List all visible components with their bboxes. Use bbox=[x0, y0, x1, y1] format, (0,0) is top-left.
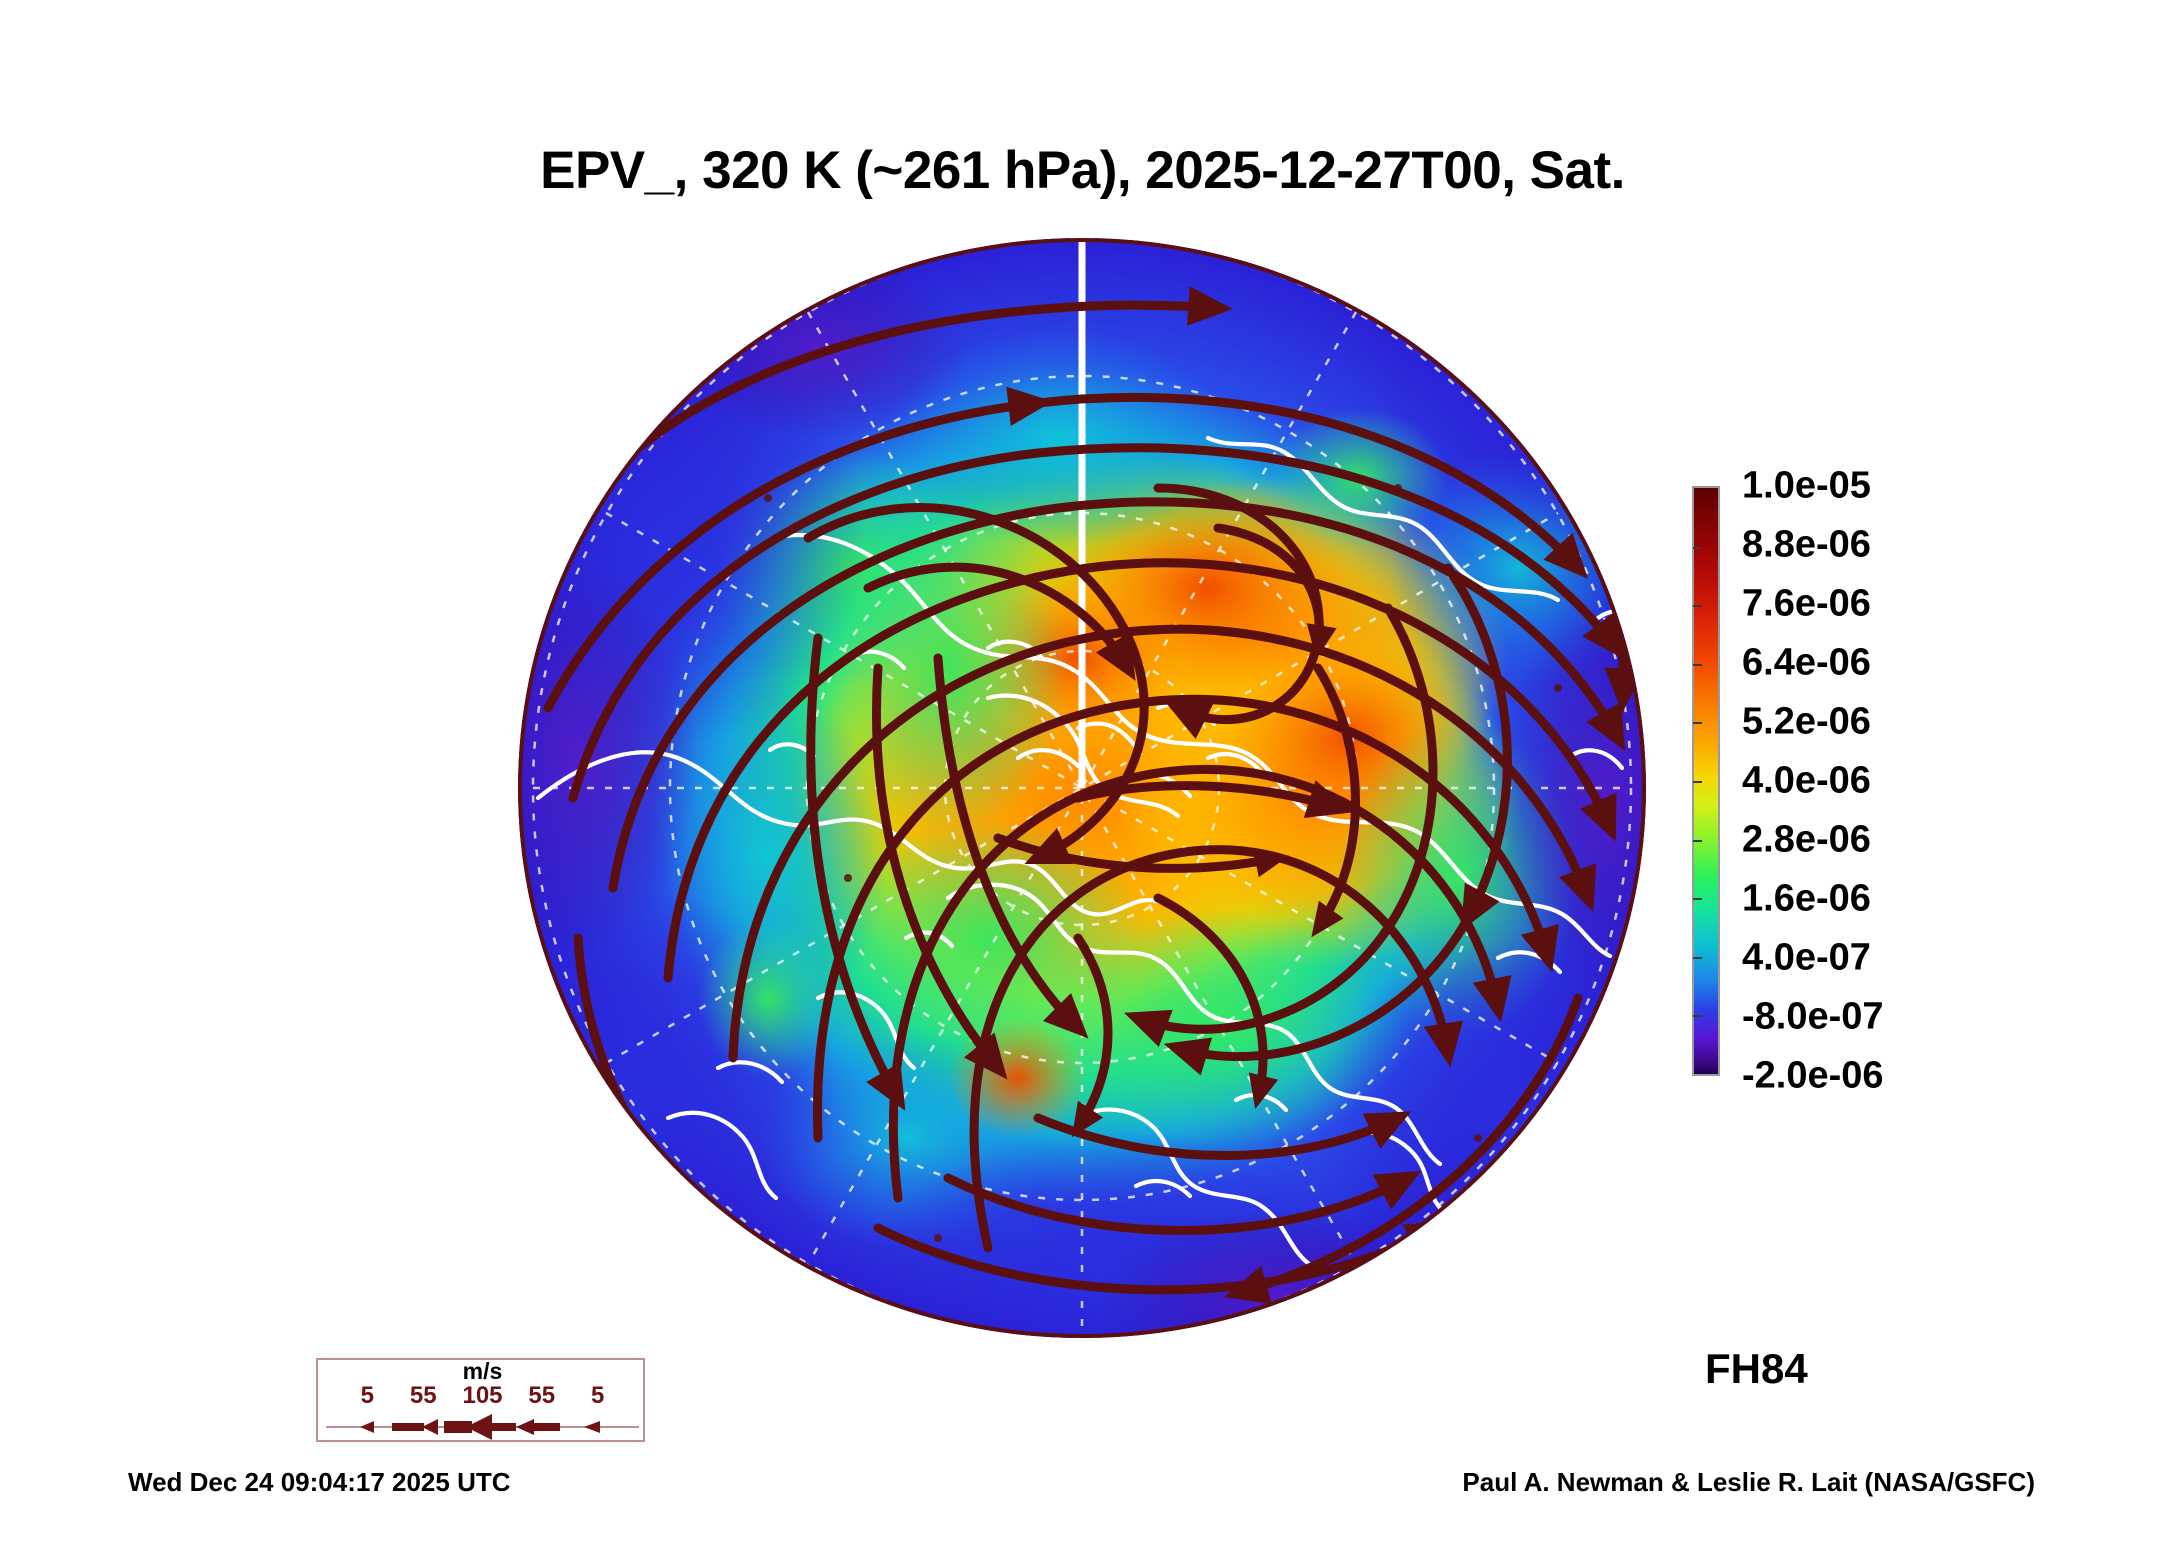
wind-legend-unit: m/s bbox=[462, 1358, 503, 1384]
colorbar-label: 1.0e-05 bbox=[1742, 464, 1871, 507]
globe-outline bbox=[518, 238, 1646, 1338]
wind-streamlines bbox=[543, 286, 1644, 1305]
generation-timestamp: Wed Dec 24 09:04:17 2025 UTC bbox=[128, 1467, 511, 1497]
colorbar-label: 4.0e-06 bbox=[1742, 759, 1871, 802]
colorbar-label: 7.6e-06 bbox=[1742, 582, 1871, 625]
colorbar-label: 1.6e-06 bbox=[1742, 877, 1871, 920]
wind-tick-label: 55 bbox=[409, 1382, 437, 1409]
globe-disc bbox=[518, 238, 1646, 1338]
page-title: EPV_, 320 K (~261 hPa), 2025-12-27T00, S… bbox=[540, 141, 1625, 200]
wind-arrow-scale-icon bbox=[326, 1414, 639, 1440]
colorbar-ticks bbox=[1693, 488, 1718, 1074]
wind-legend-arrows bbox=[326, 1412, 639, 1442]
polar-map bbox=[518, 238, 1646, 1338]
wind-legend-ticks: 5 55 105 55 5 bbox=[318, 1382, 647, 1410]
colorbar-labels: 1.0e-05 8.8e-06 7.6e-06 6.4e-06 5.2e-06 … bbox=[1742, 465, 1992, 1097]
wind-barb-marks bbox=[764, 484, 1562, 1242]
epv-field-svg bbox=[518, 238, 1646, 1338]
colorbar bbox=[1692, 486, 1720, 1076]
colorbar-label: -2.0e-06 bbox=[1742, 1054, 1884, 1097]
author-credit: Paul A. Newman & Leslie R. Lait (NASA/GS… bbox=[1462, 1467, 2035, 1497]
wind-tick-label: 105 bbox=[462, 1382, 503, 1409]
colorbar-label: 6.4e-06 bbox=[1742, 641, 1871, 684]
forecast-hour-label: FH84 bbox=[1705, 1345, 1808, 1392]
colorbar-label: 2.8e-06 bbox=[1742, 818, 1871, 861]
colorbar-label: 5.2e-06 bbox=[1742, 700, 1871, 743]
wind-tick-label: 5 bbox=[360, 1382, 375, 1409]
colorbar-label: 8.8e-06 bbox=[1742, 523, 1871, 566]
wind-tick-label: 5 bbox=[590, 1382, 605, 1409]
wind-speed-legend: m/s 5 55 105 55 5 bbox=[316, 1358, 645, 1442]
colorbar-label: 4.0e-07 bbox=[1742, 936, 1871, 979]
wind-tick-label: 55 bbox=[528, 1382, 556, 1409]
colorbar-label: -8.0e-07 bbox=[1742, 995, 1884, 1038]
